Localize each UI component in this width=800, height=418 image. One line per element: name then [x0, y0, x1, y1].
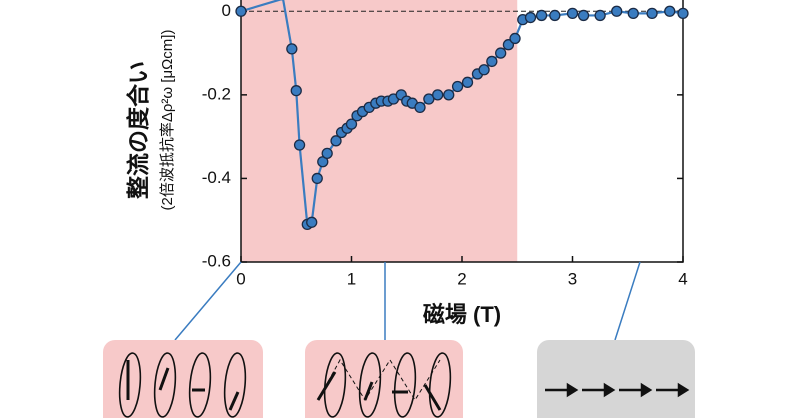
data-point [235, 5, 247, 17]
data-point [646, 7, 658, 20]
x-tick-label: 4 [678, 269, 687, 288]
data-point [627, 7, 639, 20]
data-point [443, 89, 455, 101]
x-tick-label: 1 [347, 269, 356, 288]
y-tick-label: 0 [222, 1, 231, 20]
data-point [486, 55, 498, 68]
schematic-1 [103, 340, 263, 418]
y-axis-label-sub: (2倍波抵抗率Δρ²ω [μΩcm]) [159, 30, 176, 211]
data-point [321, 147, 333, 160]
x-axis-label: 磁場 (T) [423, 302, 501, 327]
data-point [330, 135, 342, 147]
shaded-region [241, 0, 518, 262]
data-point [566, 7, 579, 20]
y-tick-label: -0.4 [202, 168, 231, 187]
data-point [286, 43, 298, 55]
data-point [414, 101, 426, 114]
data-point [293, 139, 306, 151]
data-point [664, 5, 676, 17]
x-tick-label: 2 [457, 269, 466, 288]
y-tick-label: -0.6 [202, 251, 231, 270]
x-tick-label: 0 [236, 269, 245, 288]
data-point [509, 32, 521, 45]
data-point [495, 47, 507, 59]
connector [614, 261, 641, 341]
data-point [423, 93, 435, 105]
schematic-3 [537, 340, 695, 418]
data-point [594, 9, 606, 22]
schematic-2 [305, 340, 463, 418]
y-tick-label: -0.2 [202, 84, 231, 103]
connector [174, 261, 242, 341]
data-point [478, 64, 490, 76]
data-point [461, 76, 474, 88]
data-point [549, 9, 561, 22]
data-point [535, 9, 548, 22]
connectors [174, 261, 641, 341]
data-point [677, 7, 689, 20]
plot-area: 0 -0.2 -0.4 -0.6 0 1 2 3 4 [202, 0, 689, 288]
data-point [611, 5, 623, 17]
data-point [290, 85, 302, 97]
data-point [432, 89, 444, 101]
x-tick-label: 3 [568, 269, 577, 288]
data-point [345, 118, 358, 130]
y-axis-label: 整流の度合い [125, 61, 151, 199]
data-point [306, 216, 318, 228]
data-point [524, 11, 537, 24]
data-point [451, 80, 464, 93]
data-point [577, 9, 590, 22]
data-point [311, 172, 323, 185]
